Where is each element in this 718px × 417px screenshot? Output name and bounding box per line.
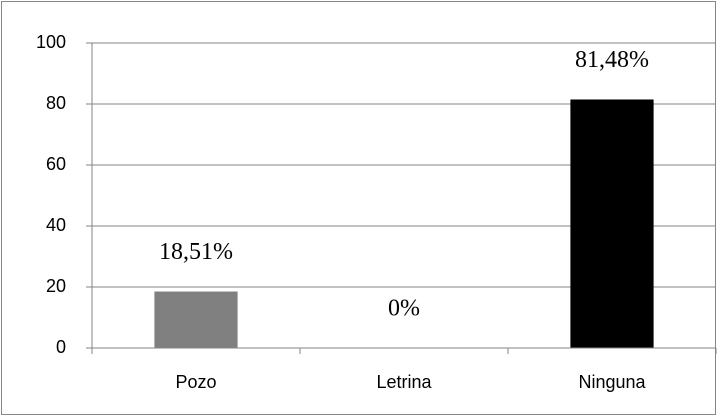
bar: [154, 291, 238, 348]
x-tick-label: Ninguna: [578, 372, 646, 392]
value-label: 18,51%: [159, 239, 233, 265]
bar: [570, 99, 654, 349]
x-tick-label: Letrina: [376, 372, 432, 392]
y-tick-label: 60: [46, 154, 66, 174]
value-label: 81,48%: [575, 47, 649, 73]
y-tick-label: 80: [46, 93, 66, 113]
y-tick-label: 0: [56, 337, 66, 357]
value-label: 0%: [388, 296, 420, 322]
y-tick-label: 20: [46, 276, 66, 296]
y-tick-label: 100: [36, 32, 66, 52]
y-tick-label: 40: [46, 215, 66, 235]
x-tick-label: Pozo: [175, 372, 216, 392]
